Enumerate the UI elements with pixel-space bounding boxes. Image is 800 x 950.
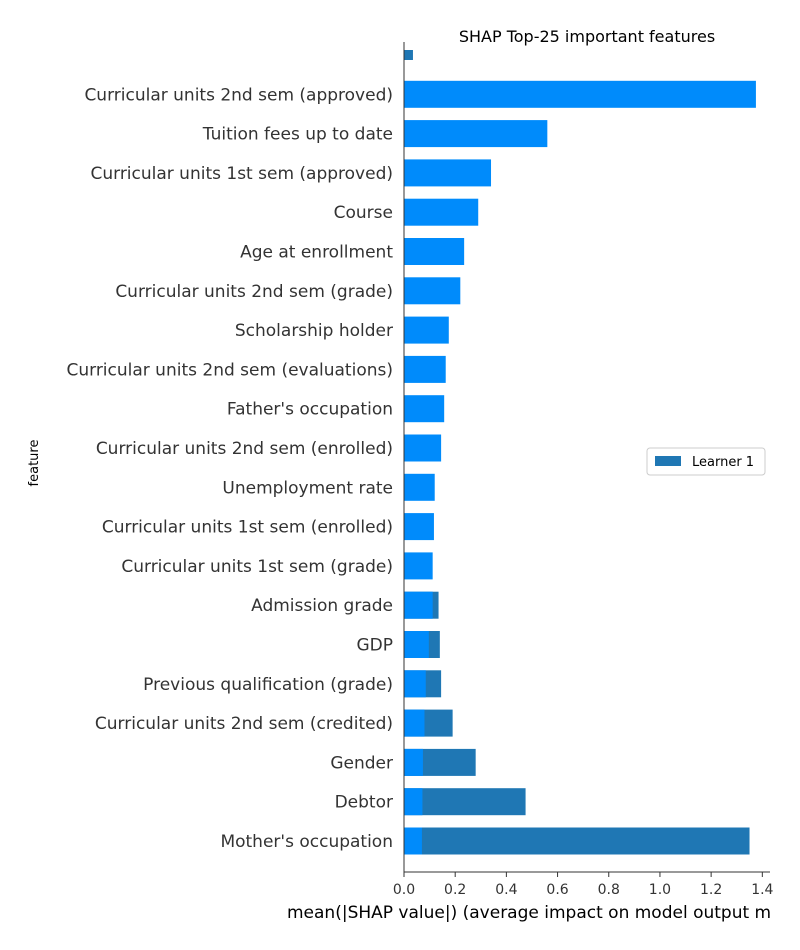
y-axis-label: feature — [27, 440, 42, 487]
bar-admission-grade-series-1 — [404, 591, 433, 619]
bar-mother-s-occupation-series-0 — [404, 827, 750, 855]
feature-label-course: Course — [334, 203, 393, 223]
x-tick-label-1-0: 1.0 — [649, 882, 671, 898]
feature-label-curricular-units-1st-sem-grade: Curricular units 1st sem (grade) — [121, 557, 393, 577]
x-tick-label-0-0: 0.0 — [393, 882, 415, 898]
bar-curricular-units-1st-sem-approved-series-1 — [404, 159, 492, 187]
feature-label-scholarship-holder: Scholarship holder — [235, 321, 393, 341]
feature-label-debtor: Debtor — [335, 793, 393, 813]
x-tick-label-0-6: 0.6 — [546, 882, 568, 898]
bar-curricular-units-2nd-sem-enrolled-series-1 — [404, 434, 442, 462]
bar-age-at-enrollment-series-1 — [404, 238, 465, 265]
bar-father-s-occupation-series-1 — [404, 395, 445, 423]
legend-entry-learner-1: Learner 1 — [692, 455, 754, 470]
bar-mother-s-occupation-series-1 — [404, 827, 422, 855]
x-tick-label-1-2: 1.2 — [700, 882, 722, 898]
x-tick-label-0-8: 0.8 — [598, 882, 620, 898]
feature-label-curricular-units-2nd-sem-evaluations: Curricular units 2nd sem (evaluations) — [66, 360, 393, 380]
feature-label-curricular-units-2nd-sem-grade: Curricular units 2nd sem (grade) — [115, 282, 393, 302]
x-tick-label-1-4: 1.4 — [751, 882, 773, 898]
bar-curricular-units-1st-sem-enrolled-series-1 — [404, 513, 434, 541]
bar-gender-series-1 — [404, 748, 423, 776]
feature-label-gdp: GDP — [356, 636, 393, 656]
feature-label-layer: Curricular units 2nd sem (approved) Tuiti… — [66, 85, 393, 852]
legend: Learner 1 — [646, 447, 766, 476]
feature-label-curricular-units-2nd-sem-approved: Curricular units 2nd sem (approved) — [84, 85, 393, 105]
bar-layer — [404, 50, 756, 855]
feature-label-tuition-fees-up-to-date: Tuition fees up to date — [202, 125, 393, 145]
feature-label-curricular-units-2nd-sem-enrolled: Curricular units 2nd sem (enrolled) — [96, 439, 393, 459]
x-tick-label-0-2: 0.2 — [444, 882, 466, 898]
x-axis-label: mean(|SHAP value|) (average impact on mo… — [287, 903, 771, 923]
bar-row-0-series-0 — [404, 50, 413, 60]
bar-curricular-units-2nd-sem-credited-series-1 — [404, 709, 425, 737]
chart-title: SHAP Top-25 important features — [459, 27, 715, 46]
feature-label-curricular-units-1st-sem-approved: Curricular units 1st sem (approved) — [90, 164, 393, 184]
x-axis-ticks: 0.0 0.2 0.4 0.6 0.8 1.0 1.2 1.4 — [393, 872, 774, 898]
legend-frame — [646, 447, 766, 476]
bar-curricular-units-2nd-sem-grade-series-1 — [404, 277, 461, 305]
feature-label-gender: Gender — [330, 753, 393, 773]
legend-swatch — [655, 456, 681, 466]
bar-curricular-units-1st-sem-grade-series-1 — [404, 552, 433, 580]
bar-scholarship-holder-series-1 — [404, 316, 449, 344]
bar-gdp-series-1 — [404, 631, 429, 658]
feature-label-unemployment-rate: Unemployment rate — [222, 478, 393, 498]
bar-course-series-1 — [404, 198, 479, 226]
x-tick-label-0-4: 0.4 — [495, 882, 517, 898]
bar-curricular-units-2nd-sem-evaluations-series-1 — [404, 355, 446, 383]
feature-label-father-s-occupation: Father's occupation — [227, 400, 393, 420]
bar-unemployment-rate-series-1 — [404, 473, 435, 501]
bar-debtor-series-1 — [404, 788, 423, 816]
bar-debtor-series-0 — [404, 788, 526, 816]
feature-label-mother-s-occupation: Mother's occupation — [220, 832, 393, 852]
feature-label-age-at-enrollment: Age at enrollment — [240, 243, 393, 263]
feature-label-previous-qualification-grade: Previous qualification (grade) — [143, 675, 393, 695]
bar-previous-qualification-grade-series-1 — [404, 670, 426, 698]
feature-label-admission-grade: Admission grade — [251, 596, 393, 616]
feature-label-curricular-units-2nd-sem-credited: Curricular units 2nd sem (credited) — [95, 714, 393, 734]
bar-curricular-units-2nd-sem-approved-series-1 — [404, 80, 756, 108]
feature-label-curricular-units-1st-sem-enrolled: Curricular units 1st sem (enrolled) — [102, 518, 393, 538]
bar-tuition-fees-up-to-date-series-1 — [404, 120, 548, 148]
